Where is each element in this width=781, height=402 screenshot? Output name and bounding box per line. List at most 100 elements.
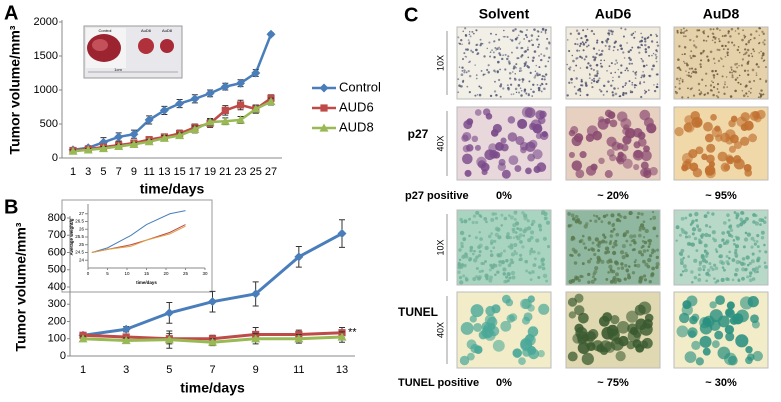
cell [611, 223, 615, 228]
cell [655, 60, 658, 63]
cell [728, 71, 732, 74]
cell [758, 34, 761, 37]
cell [720, 58, 723, 61]
cell [641, 244, 645, 248]
x-tick-label: 5 [166, 364, 172, 376]
cell [581, 234, 585, 238]
cell [748, 274, 752, 278]
cell [758, 41, 761, 44]
x-tick-label: 25 [250, 166, 262, 178]
cell [686, 63, 689, 67]
cell [529, 71, 532, 75]
x-tick-label: 7 [209, 364, 215, 376]
cell [514, 210, 518, 214]
cell [656, 248, 660, 252]
cell [702, 347, 711, 356]
cell [497, 235, 502, 240]
cell [582, 43, 586, 46]
cell [742, 262, 746, 266]
cell [748, 278, 753, 283]
cell [509, 215, 514, 220]
cell [756, 234, 760, 238]
cell [721, 238, 725, 242]
y-tick-label: 800 [48, 212, 66, 224]
cell [703, 32, 705, 35]
cell [475, 77, 478, 80]
cell [712, 28, 715, 31]
cell [612, 279, 618, 284]
cell [679, 31, 683, 34]
cell [577, 88, 580, 92]
cell [510, 83, 513, 86]
cell [587, 44, 590, 47]
cell [620, 64, 623, 67]
x-axis-title: time/days [140, 181, 205, 197]
cell [745, 84, 748, 87]
cell [755, 74, 758, 76]
cell [616, 277, 620, 281]
panel-label: B [4, 196, 18, 218]
x-tick-label: 13 [158, 166, 170, 178]
cell [641, 60, 645, 63]
cell [707, 35, 710, 38]
cell [600, 220, 604, 224]
cell [702, 39, 705, 42]
cell [487, 71, 490, 74]
cell [654, 53, 657, 56]
marker [251, 289, 261, 299]
cell [721, 266, 725, 269]
cell [502, 272, 507, 276]
cell [470, 49, 473, 52]
cell [741, 38, 744, 42]
cell [506, 35, 509, 39]
cell [655, 55, 658, 58]
cell [608, 45, 611, 48]
cell [521, 106, 533, 118]
cell [512, 236, 516, 239]
cell [748, 90, 750, 93]
cell [531, 43, 534, 47]
cell [744, 231, 748, 235]
cell [642, 235, 646, 239]
cell [593, 33, 595, 36]
cell [519, 240, 523, 244]
cell [581, 41, 584, 43]
cell [537, 276, 541, 280]
cell [675, 225, 680, 230]
cell [687, 74, 691, 77]
cell [496, 47, 499, 51]
cell [609, 234, 614, 238]
cell [643, 81, 646, 84]
cell [473, 249, 476, 253]
cell [715, 295, 725, 306]
cell [575, 169, 585, 179]
cell [753, 239, 756, 242]
cell [758, 249, 762, 253]
cell [492, 123, 502, 134]
cell [472, 32, 475, 35]
cell [759, 78, 762, 81]
cell [651, 54, 653, 57]
cell [716, 96, 720, 99]
cell [514, 37, 518, 41]
cell [601, 49, 604, 53]
cell [690, 270, 694, 274]
cell [514, 165, 522, 172]
photo-label: AuD8 [162, 28, 173, 33]
cell [595, 63, 599, 67]
cell [523, 38, 525, 40]
cell [746, 232, 752, 237]
cell [459, 280, 464, 285]
cell [717, 151, 728, 162]
cell [649, 33, 653, 37]
cell [468, 217, 471, 221]
cell [621, 85, 625, 88]
cell [600, 259, 605, 264]
cell [716, 27, 719, 30]
cell [622, 158, 633, 169]
cell [624, 84, 626, 87]
cell [704, 260, 709, 264]
cell [497, 60, 500, 64]
cell [702, 264, 707, 269]
cell [629, 326, 639, 336]
